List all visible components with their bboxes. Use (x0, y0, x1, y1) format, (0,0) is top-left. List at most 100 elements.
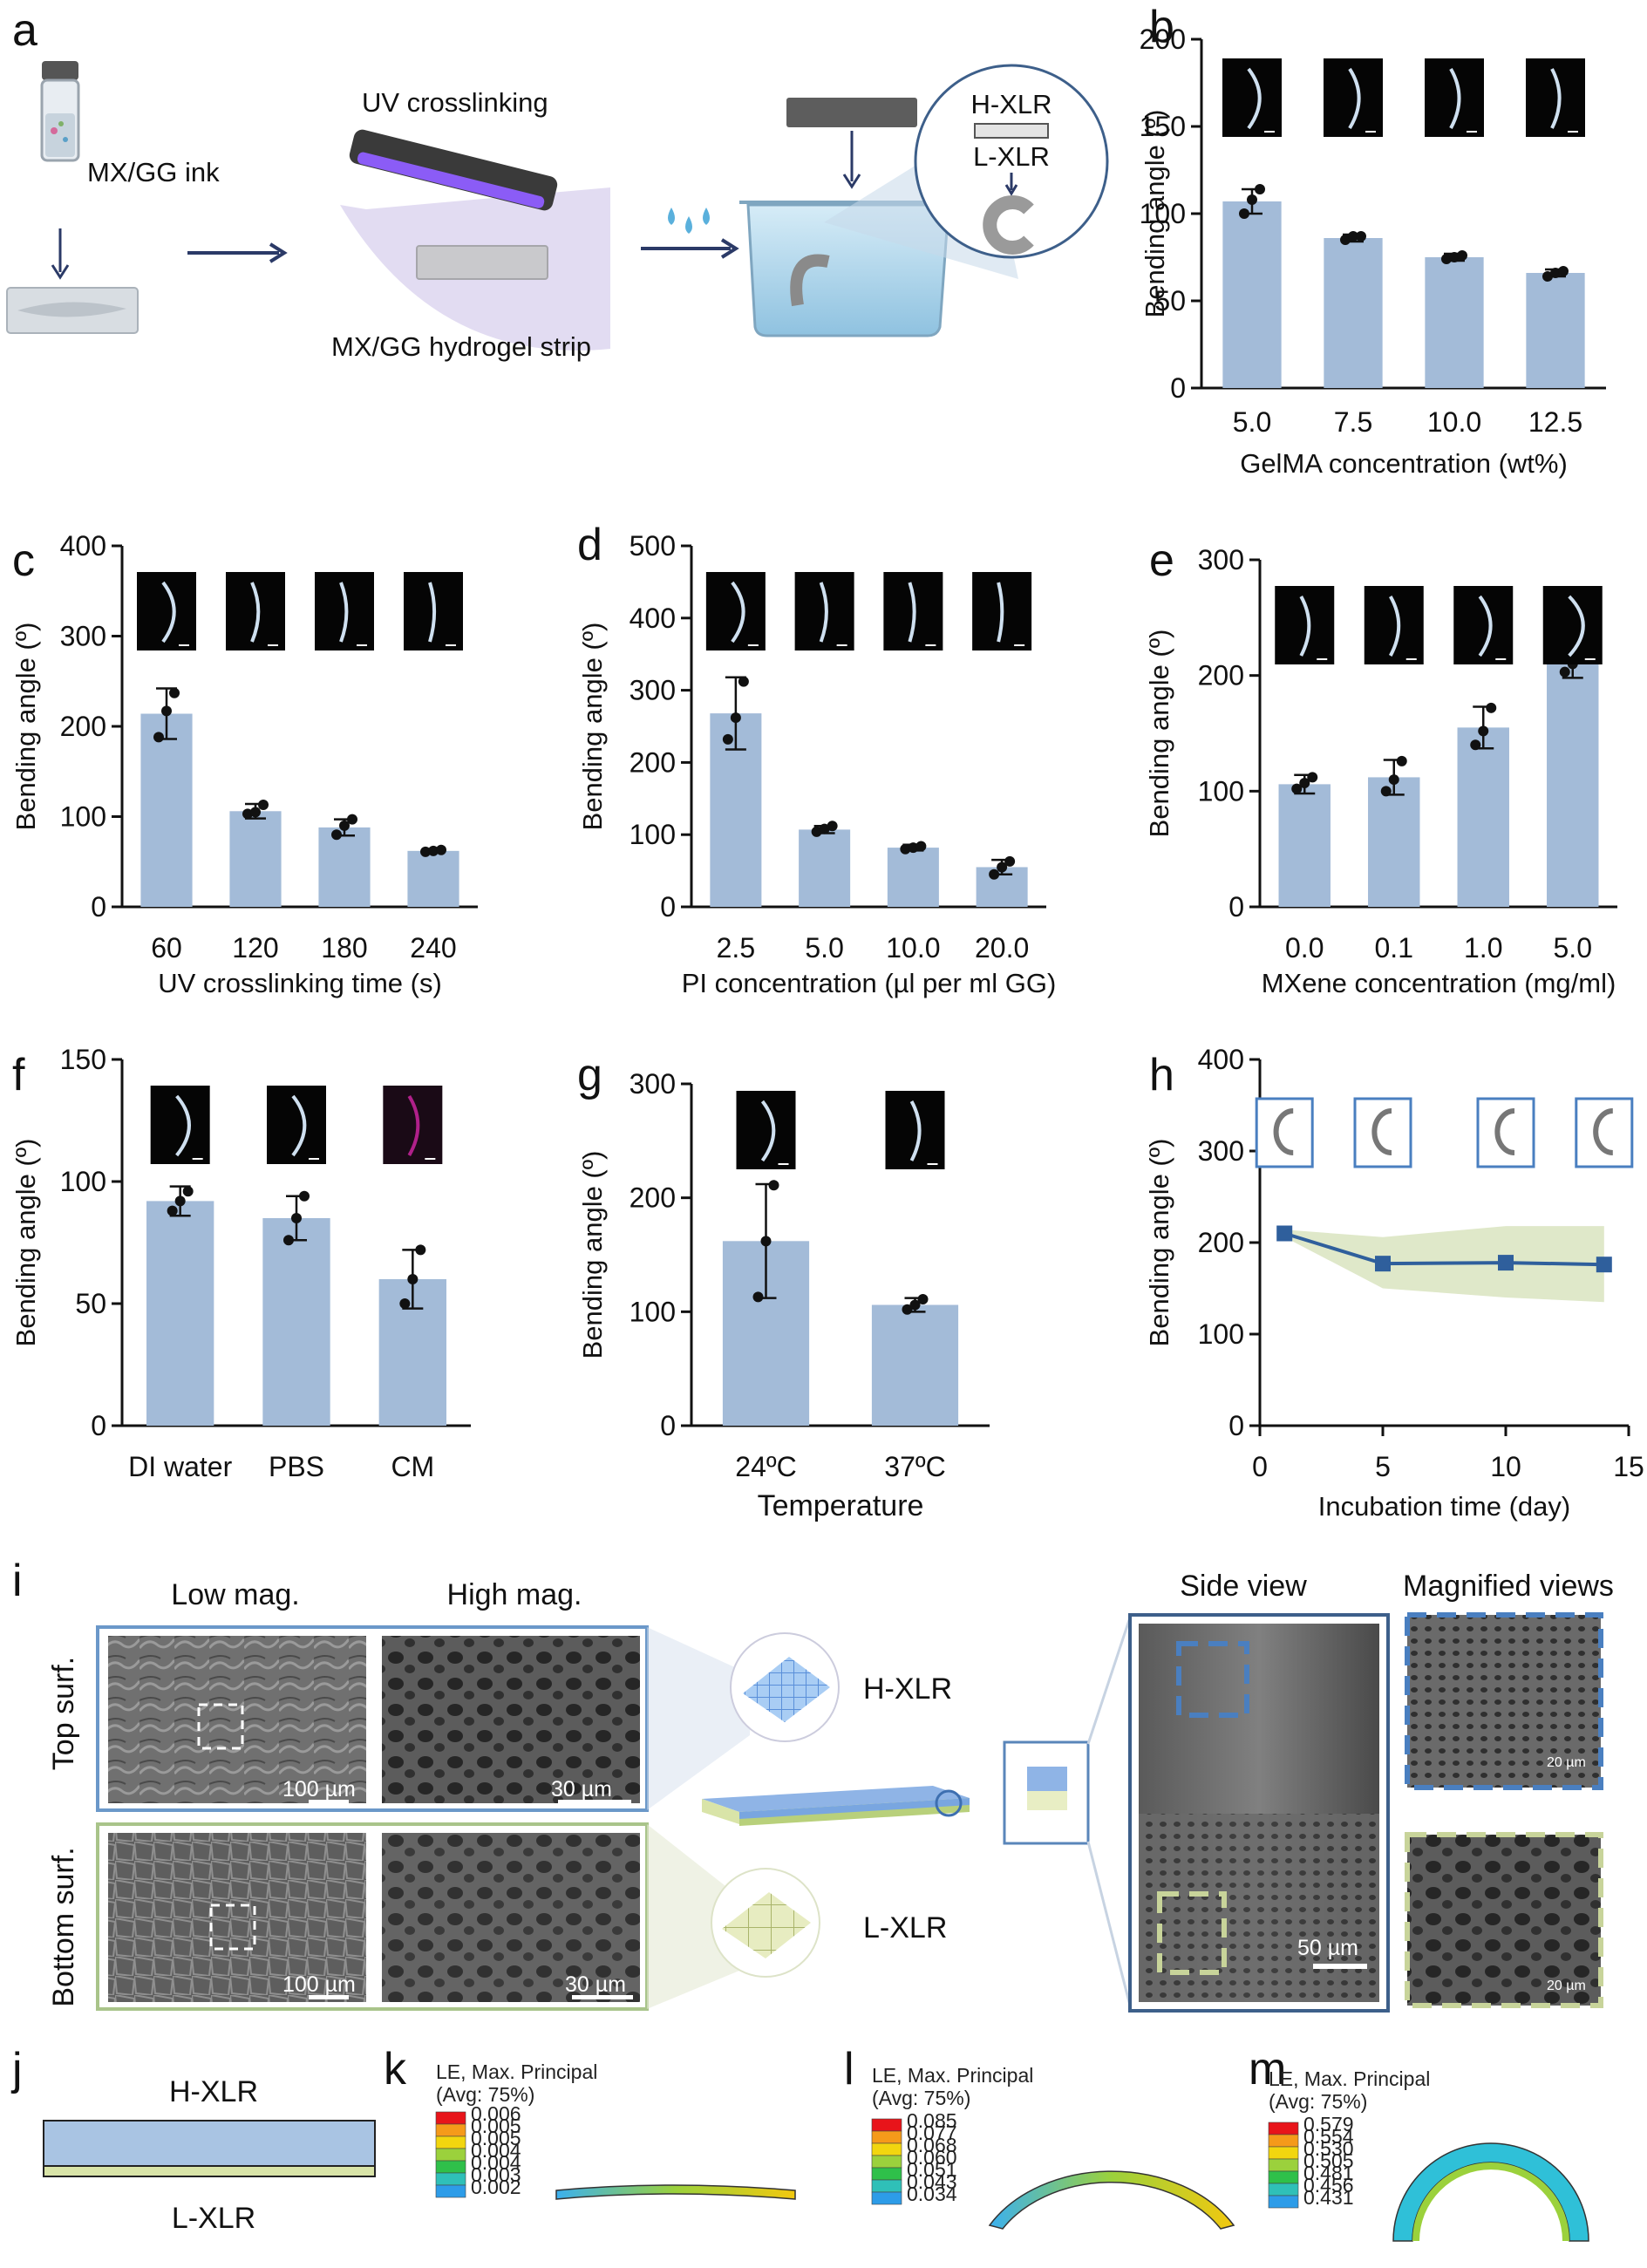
bar-e-2 (1457, 727, 1509, 907)
legend-value-k-1: 0.005 (471, 2115, 521, 2137)
chart-f: 0 50 100 150 Bending angle (º) DI water PBS CM (10, 1044, 471, 1482)
x-tick-label-h-0: 0 (1252, 1451, 1268, 1482)
fea-m-title: LE, Max. Principal (1269, 2067, 1430, 2090)
point-b-2-0 (1441, 254, 1452, 264)
y-tick-label-e-0: 0 (1228, 891, 1244, 923)
scale-20-bottom: 20 µm (1547, 1979, 1586, 1993)
y-tick-label-h-4: 400 (1198, 1044, 1244, 1075)
col-low-mag-label: Low mag. (171, 1578, 299, 1611)
inset-image-c-2 (315, 572, 374, 650)
panel-letter-c: c (12, 535, 35, 586)
inset-strip-g-1 (909, 1100, 922, 1161)
curled-strip-icon (983, 195, 1034, 255)
legend-value-k-3: 0.004 (471, 2139, 521, 2162)
point-d-0-1 (730, 712, 741, 724)
bar-c-0 (140, 713, 193, 907)
point-b-2-1 (1449, 252, 1460, 262)
water-drop-icon (668, 208, 710, 234)
legend-swatch-l-3 (871, 2155, 902, 2169)
row-bottom-label: Bottom surf. (47, 1847, 80, 2006)
point-g-1-0 (902, 1304, 913, 1315)
panel-letter-k: k (384, 2044, 407, 2094)
fea-l-avg: (Avg: 75%) (872, 2087, 970, 2109)
chart-c: 0 100 200 300 400 Bending angle (º) UV crossli… (10, 530, 478, 998)
l-xlr-layer (43, 2165, 376, 2177)
x-axis-label-b: GelMA concentration (wt%) (1240, 448, 1568, 479)
bar-f-0 (146, 1201, 214, 1426)
inset-strip-c-0 (161, 581, 176, 644)
legend-swatch-l-2 (871, 2142, 902, 2156)
point-e-0-2 (1307, 772, 1318, 783)
y-tick-label-b-2: 100 (1140, 198, 1186, 229)
inset-strip-h-3 (1593, 1108, 1614, 1155)
legend-swatch-m-0 (1268, 2122, 1299, 2135)
inset-strip-d-1 (819, 582, 828, 643)
bar-b-1 (1324, 238, 1383, 388)
legend-swatch-k-1 (435, 2123, 466, 2137)
point-b-0-2 (1255, 184, 1265, 194)
inset-image-h-2 (1476, 1097, 1535, 1168)
inset-strip-e-0 (1299, 596, 1311, 657)
y-tick-label-g-2: 200 (630, 1182, 676, 1214)
legend-value-k-2: 0.005 (471, 2127, 521, 2149)
inset-strip-e-1 (1388, 596, 1401, 657)
legend-value-m-3: 0.505 (1303, 2149, 1354, 2172)
bar-c-1 (229, 811, 282, 907)
x-tick-label-c-3: 240 (410, 932, 456, 964)
y-tick-label-d-3: 300 (630, 675, 676, 706)
y-tick-label-h-2: 200 (1198, 1227, 1244, 1258)
panel-letter-i: i (12, 1556, 23, 1606)
point-e-3-0 (1559, 666, 1570, 678)
inset-strip-h-0 (1273, 1108, 1294, 1155)
inset-strip-g-0 (760, 1100, 776, 1162)
point-f-0-1 (174, 1195, 186, 1207)
legend-value-l-5: 0.043 (907, 2170, 957, 2193)
legend-swatch-k-6 (435, 2184, 466, 2198)
y-tick-label-h-1: 100 (1198, 1318, 1244, 1350)
y-tick-label-g-1: 100 (630, 1296, 676, 1327)
sem-top-high-image (382, 1636, 640, 1803)
legend-swatch-k-2 (435, 2135, 466, 2149)
point-d-2-2 (915, 841, 927, 852)
y-tick-label-b-3: 150 (1140, 111, 1186, 142)
panel-letter-a: a (12, 5, 37, 56)
fea-l-title: LE, Max. Principal (872, 2064, 1033, 2087)
point-d-3-1 (997, 862, 1008, 873)
x-tick-label-e-2: 1.0 (1464, 932, 1502, 964)
y-tick-label-g-0: 0 (660, 1410, 676, 1441)
legend-value-k-5: 0.003 (471, 2163, 521, 2186)
x-tick-label-e-3: 5.0 (1554, 932, 1592, 964)
marker-h-1 (1375, 1256, 1391, 1272)
legend-value-l-1: 0.077 (907, 2122, 957, 2144)
point-b-1-2 (1356, 231, 1366, 242)
legend-swatch-k-5 (435, 2172, 466, 2186)
series-line-h (1283, 1231, 1604, 1267)
x-axis-label-e: MXene concentration (mg/ml) (1262, 968, 1616, 998)
inset-strip-c-1 (250, 582, 261, 643)
x-axis-label-c: UV crosslinking time (s) (158, 968, 442, 998)
x-tick-label-c-0: 60 (151, 932, 182, 964)
inset-strip-b-1 (1348, 67, 1361, 130)
panel-letter-g: g (577, 1050, 602, 1100)
inset-strip-f-2 (407, 1094, 420, 1156)
y-tick-label-f-3: 150 (60, 1044, 106, 1075)
y-tick-label-g-3: 300 (630, 1068, 676, 1100)
magnified-bottom-image (1405, 1832, 1603, 2008)
x-tick-label-e-0: 0.0 (1285, 932, 1324, 964)
inset-strip-e-3 (1568, 595, 1585, 657)
legend-swatch-k-3 (435, 2148, 466, 2162)
legend-value-k-6: 0.002 (471, 2176, 521, 2198)
point-b-2-2 (1457, 250, 1467, 261)
point-b-3-1 (1550, 268, 1561, 278)
y-axis-label-g: Bending angle (º) (577, 1151, 608, 1359)
point-d-2-0 (900, 843, 911, 855)
point-d-0-2 (738, 676, 749, 687)
bar-c-3 (407, 850, 459, 907)
point-d-1-2 (827, 821, 838, 832)
bar-d-1 (799, 829, 851, 907)
j-top-label: H-XLR (169, 2075, 258, 2108)
magnified-views-label: Magnified views (1403, 1570, 1614, 1603)
